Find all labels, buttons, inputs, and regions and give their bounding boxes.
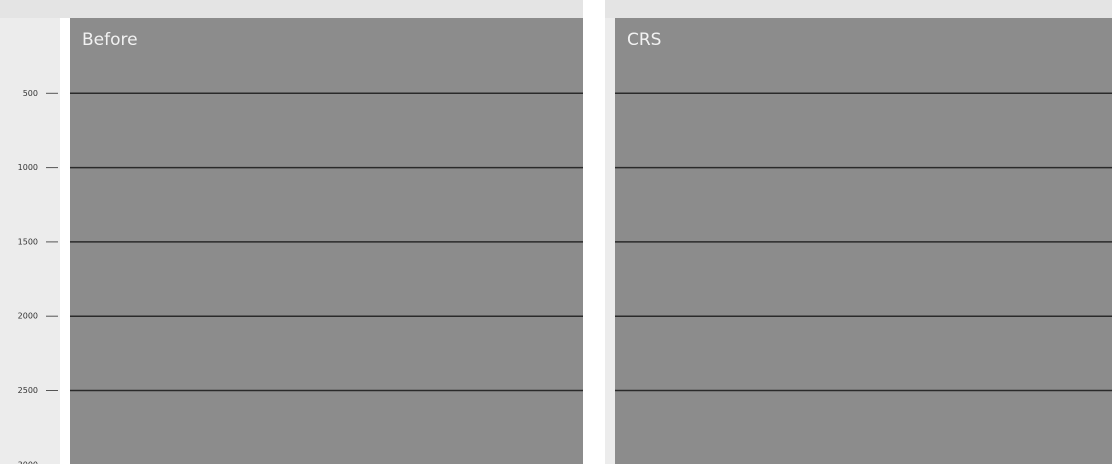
top-ruler	[0, 0, 583, 18]
tick-label: 500	[23, 89, 38, 98]
page: Before CRS 50010001500200025003000 (() =…	[0, 0, 1112, 464]
tick-label: 1000	[18, 163, 38, 172]
top-ruler	[605, 0, 1112, 18]
axis-strip	[605, 18, 615, 464]
tick-label: 3000	[18, 460, 38, 464]
panel-label: CRS	[627, 30, 661, 50]
tick-label: 2000	[18, 312, 38, 321]
tick-label: 2500	[18, 386, 38, 395]
tick-label: 1500	[18, 237, 38, 246]
seismic-comparison: Before CRS 500 1000 1500 2000 2500 3000	[0, 0, 1112, 464]
panel-label: Before	[82, 30, 138, 50]
